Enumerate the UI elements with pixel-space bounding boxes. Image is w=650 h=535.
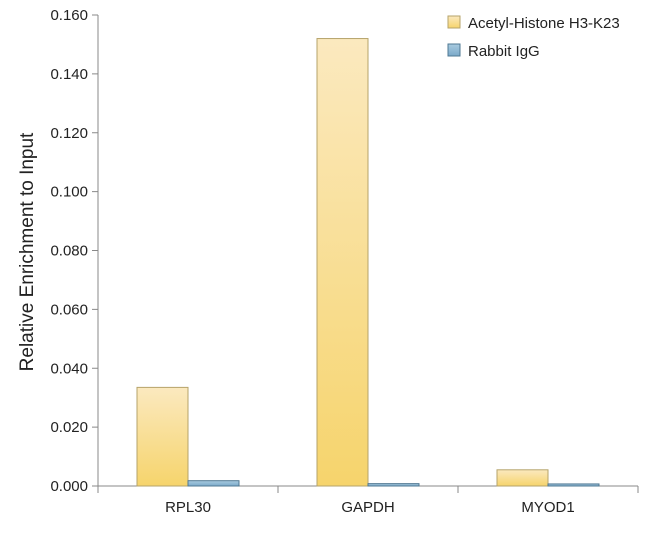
bar-acetyl-rpl30 bbox=[136, 386, 189, 487]
legend: Acetyl-Histone H3-K23 Rabbit IgG bbox=[447, 15, 620, 60]
y-tick-label: 0.080 bbox=[50, 243, 88, 260]
y-tick-label: 0.140 bbox=[50, 66, 88, 83]
legend-swatch bbox=[447, 43, 461, 57]
bar-acetyl-gapdh bbox=[316, 38, 369, 487]
y-tick-label: 0.000 bbox=[50, 478, 88, 495]
x-axis: RPL30 GAPDH MYOD1 bbox=[97, 485, 639, 516]
y-axis-title: Relative Enrichment to Input bbox=[17, 132, 38, 371]
y-tick-label: 0.040 bbox=[50, 360, 88, 377]
y-tick-label: 0.160 bbox=[50, 7, 88, 24]
y-tick-label: 0.100 bbox=[50, 184, 88, 201]
bar-igg-gapdh bbox=[367, 483, 420, 487]
y-axis: 0.000 0.020 0.040 0.060 0.080 0.100 0.120 0.140… bbox=[50, 7, 99, 495]
x-category-label: MYOD1 bbox=[521, 499, 574, 516]
y-tick-label: 0.020 bbox=[50, 419, 88, 436]
x-category-label: GAPDH bbox=[341, 499, 394, 516]
bar-acetyl-myod1 bbox=[496, 469, 549, 487]
x-category-label: RPL30 bbox=[165, 499, 211, 516]
bar-igg-myod1 bbox=[547, 483, 600, 487]
legend-label: Acetyl-Histone H3-K23 bbox=[468, 15, 620, 32]
bar-igg-rpl30 bbox=[187, 480, 240, 487]
bars bbox=[136, 38, 600, 487]
legend-swatch bbox=[447, 15, 461, 29]
y-tick-label: 0.060 bbox=[50, 301, 88, 318]
legend-label: Rabbit IgG bbox=[468, 43, 540, 60]
y-tick-label: 0.120 bbox=[50, 125, 88, 142]
